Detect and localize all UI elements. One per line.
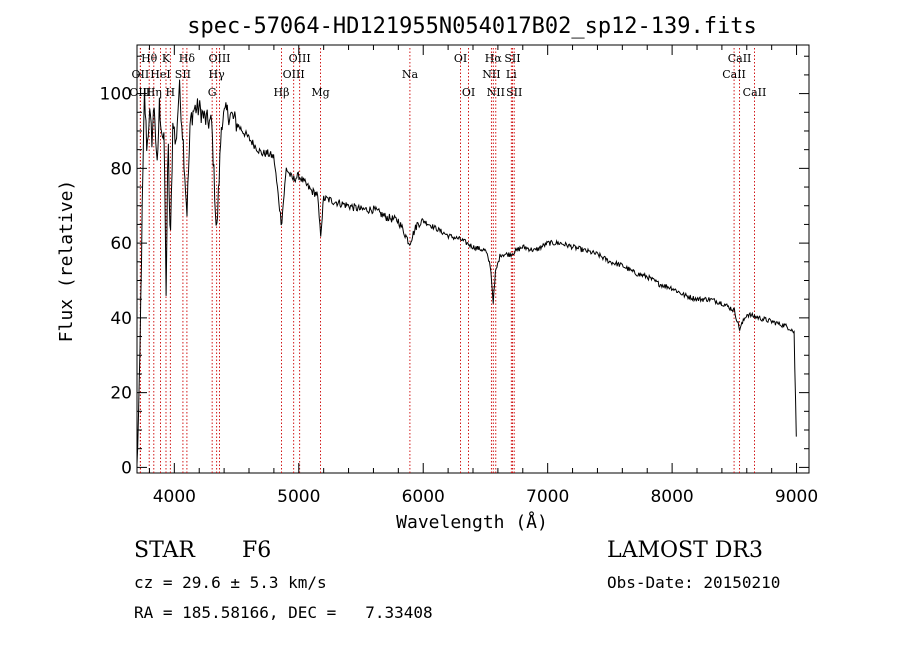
line-marker-label: OI: [462, 86, 475, 99]
y-tick-label: 20: [110, 384, 132, 404]
line-marker-label: SII: [175, 68, 191, 81]
line-marker-label: CaII: [743, 86, 767, 99]
coordinates: RA = 185.58166, DEC = 7.33408: [134, 603, 433, 622]
line-marker-label: OIII: [283, 68, 305, 81]
line-marker-label: Hη: [146, 86, 162, 99]
y-tick-label: 40: [110, 309, 132, 329]
line-marker-label: Hδ: [179, 52, 196, 65]
line-marker-label: CaII: [722, 68, 746, 81]
observation-date: Obs-Date: 20150210: [607, 573, 781, 592]
x-tick-label: 9000: [775, 487, 818, 507]
x-tick-label: 7000: [526, 487, 569, 507]
line-marker-label: OIII: [129, 86, 151, 99]
line-marker-label: Hθ: [141, 52, 158, 65]
spectrum-line: [136, 79, 797, 464]
line-marker-label: Hγ: [209, 68, 226, 81]
line-marker-lines: [139, 48, 755, 473]
line-marker-label: G: [208, 86, 217, 99]
y-tick-label: 60: [110, 234, 132, 254]
x-tick-label: 5000: [277, 487, 320, 507]
line-marker-label: SII: [506, 86, 522, 99]
object-type: STAR: [134, 538, 195, 563]
plot-frame: [136, 44, 810, 474]
line-marker-label: Hβ: [274, 86, 290, 99]
spectrum-chart: spec-57064-HD121955N054017B02_sp12-139.f…: [56, 14, 818, 533]
line-marker-label: Mg: [311, 86, 329, 99]
line-marker-label: OI: [454, 52, 467, 65]
y-tick-label: 100: [100, 85, 132, 105]
line-marker-label: SII: [504, 52, 520, 65]
line-marker-label: CaII: [728, 52, 752, 65]
line-marker-label: NII: [487, 86, 505, 99]
survey-name: LAMOST DR3: [607, 538, 763, 563]
x-axis-ticks: 4000 5000 6000 7000 8000 9000: [148, 45, 818, 507]
y-axis-ticks: 0 20 40 60 80 100: [100, 55, 809, 478]
y-tick-label: 0: [121, 458, 132, 478]
y-tick-label: 80: [110, 159, 132, 179]
line-marker-label: H: [166, 86, 176, 99]
redshift-cz: cz = 29.6 ± 5.3 km/s: [134, 573, 327, 592]
line-marker-label: Hα: [485, 52, 503, 65]
line-marker-label: NII: [482, 68, 500, 81]
line-marker-label: Na: [402, 68, 419, 81]
line-marker-label: OIII: [208, 52, 230, 65]
spectral-subclass: F6: [242, 538, 272, 563]
chart-title: spec-57064-HD121955N054017B02_sp12-139.f…: [187, 14, 757, 39]
line-marker-label: K: [162, 52, 171, 65]
line-marker-label: HeI: [150, 68, 170, 81]
x-axis-label: Wavelength (Å): [396, 511, 548, 533]
line-marker-label: Li: [506, 68, 517, 81]
x-tick-label: 8000: [650, 487, 693, 507]
line-marker-label: OIII: [289, 52, 311, 65]
x-tick-label: 4000: [153, 487, 196, 507]
y-axis-label: Flux (relative): [56, 180, 77, 343]
x-tick-label: 6000: [402, 487, 445, 507]
